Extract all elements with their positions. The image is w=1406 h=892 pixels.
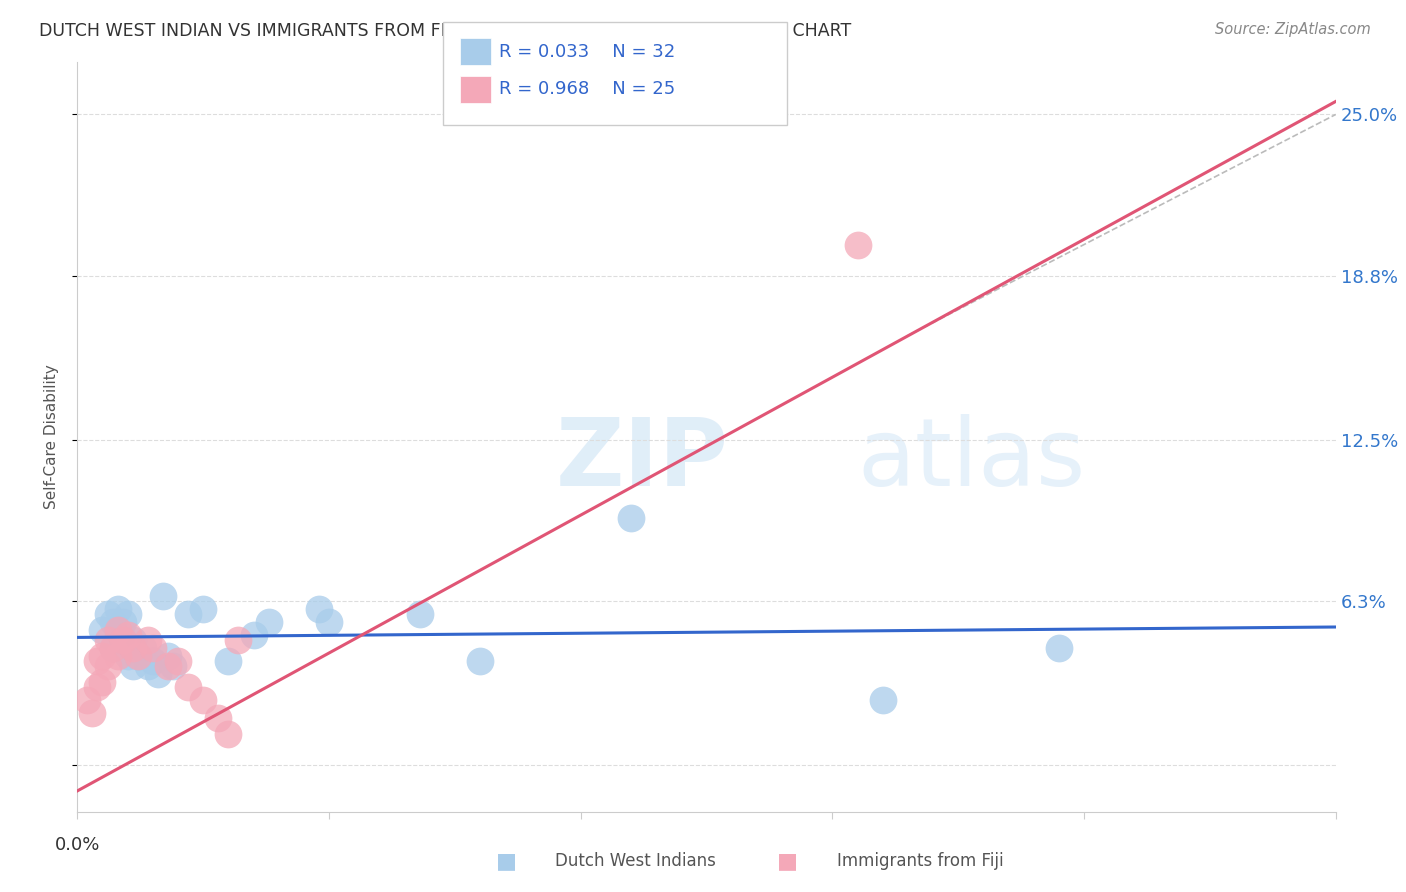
Point xyxy=(156,648,179,663)
Point xyxy=(86,654,108,668)
Point xyxy=(136,659,159,673)
Point xyxy=(127,648,149,663)
Point xyxy=(121,659,143,673)
Point xyxy=(167,654,190,668)
Point xyxy=(146,666,169,681)
Point xyxy=(162,659,184,673)
Point xyxy=(107,623,129,637)
Point xyxy=(620,510,643,524)
Point xyxy=(96,659,118,673)
Point xyxy=(96,633,118,648)
Text: Dutch West Indians: Dutch West Indians xyxy=(555,852,716,870)
Point xyxy=(872,693,894,707)
Point xyxy=(142,654,165,668)
Point xyxy=(107,648,129,663)
Point xyxy=(117,648,139,663)
Point xyxy=(76,693,98,707)
Point xyxy=(177,680,200,694)
Text: ■: ■ xyxy=(778,851,797,871)
Text: ■: ■ xyxy=(496,851,516,871)
Point xyxy=(107,602,129,616)
Text: R = 0.968    N = 25: R = 0.968 N = 25 xyxy=(499,80,675,98)
Point xyxy=(468,654,491,668)
Text: ZIP: ZIP xyxy=(555,414,728,506)
Point xyxy=(257,615,280,629)
Text: DUTCH WEST INDIAN VS IMMIGRANTS FROM FIJI SELF-CARE DISABILITY CORRELATION CHART: DUTCH WEST INDIAN VS IMMIGRANTS FROM FIJ… xyxy=(39,22,852,40)
Point xyxy=(408,607,430,621)
Point xyxy=(152,589,174,603)
Point xyxy=(217,726,239,740)
Text: 0.0%: 0.0% xyxy=(55,836,100,854)
Point xyxy=(121,633,143,648)
Point xyxy=(308,602,330,616)
Point xyxy=(191,602,215,616)
Y-axis label: Self-Care Disability: Self-Care Disability xyxy=(44,365,59,509)
Point xyxy=(132,640,155,655)
Point xyxy=(177,607,200,621)
Point xyxy=(117,628,139,642)
Point xyxy=(111,633,134,648)
Point xyxy=(121,640,143,655)
Point xyxy=(91,623,114,637)
Point xyxy=(156,659,179,673)
Point xyxy=(136,633,159,648)
Point xyxy=(142,640,165,655)
Point xyxy=(86,680,108,694)
Text: atlas: atlas xyxy=(858,414,1085,506)
Point xyxy=(207,711,229,725)
Point xyxy=(318,615,340,629)
Point xyxy=(217,654,239,668)
Point xyxy=(101,615,124,629)
Point xyxy=(127,648,149,663)
Point xyxy=(117,607,139,621)
Point xyxy=(91,648,114,663)
Point xyxy=(82,706,104,720)
Text: R = 0.033    N = 32: R = 0.033 N = 32 xyxy=(499,43,675,61)
Point xyxy=(228,633,250,648)
Point xyxy=(111,615,134,629)
Text: Immigrants from Fiji: Immigrants from Fiji xyxy=(837,852,1004,870)
Point xyxy=(101,640,124,655)
Point xyxy=(96,607,118,621)
Point xyxy=(91,674,114,689)
Point xyxy=(111,633,134,648)
Text: Source: ZipAtlas.com: Source: ZipAtlas.com xyxy=(1215,22,1371,37)
Point xyxy=(107,628,129,642)
Point xyxy=(242,628,264,642)
Point xyxy=(191,693,215,707)
Point xyxy=(846,237,869,252)
Point xyxy=(1047,640,1070,655)
Point xyxy=(101,640,124,655)
